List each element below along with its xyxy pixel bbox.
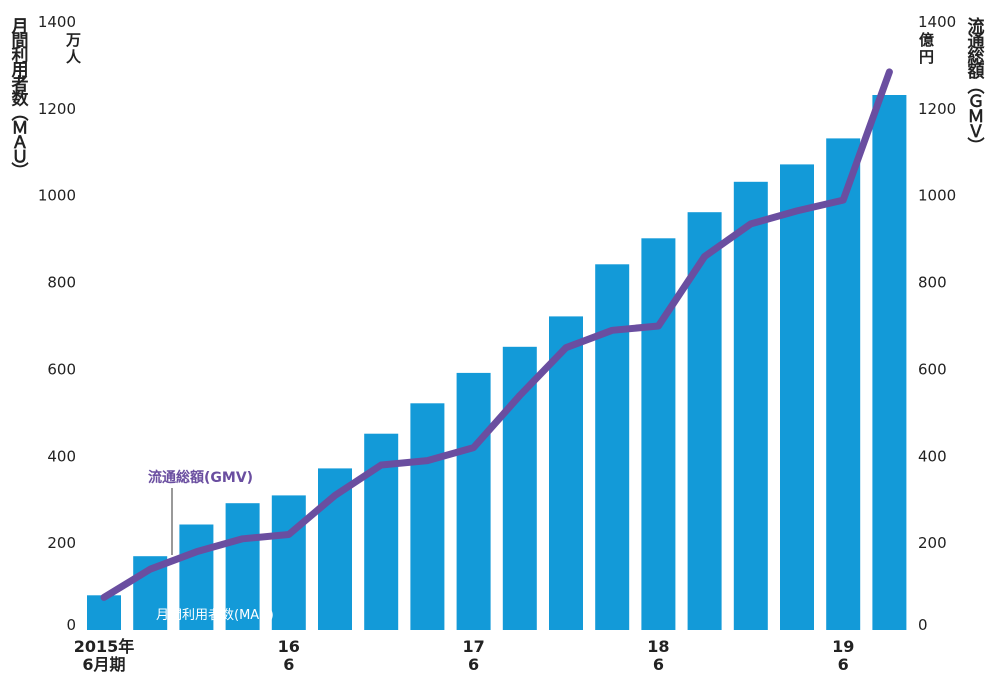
axis-title-char: 通 <box>968 32 985 52</box>
x-label-line2: 6 <box>283 655 294 674</box>
right-axis-ticks: 0 200 400 600 800 1000 1200 1400 <box>918 13 956 634</box>
bar-9 <box>502 346 537 630</box>
right-tick-label: 1400 <box>918 13 956 31</box>
bar-8 <box>456 372 491 630</box>
axis-title-char: ︶ <box>12 161 29 182</box>
axis-title-char: ︵ <box>12 104 29 124</box>
left-axis-title: 月間利用者数︵ＭＡＵ︶ <box>11 17 30 182</box>
x-label-line2: 6 <box>653 655 664 674</box>
left-tick-label: 200 <box>47 534 76 552</box>
axis-title-char: 月 <box>11 17 29 37</box>
bar-3 <box>225 503 260 630</box>
bar-11 <box>595 264 630 630</box>
left-tick-label: 1000 <box>38 187 76 205</box>
left-tick-label: 1400 <box>38 13 76 31</box>
axis-title-char: Ｍ <box>12 119 29 139</box>
axis-title-char: 額 <box>967 61 985 82</box>
bar-2 <box>179 524 214 630</box>
axis-title-char: 者 <box>11 74 29 95</box>
right-tick-label: 200 <box>918 534 947 552</box>
axis-title-char: Ａ <box>12 133 29 153</box>
right-tick-label: 1000 <box>918 187 956 205</box>
bar-series-label: 月間利用者数(MAU) <box>156 608 274 623</box>
axis-title-char: 用 <box>12 61 29 81</box>
x-label-line2: 6月期 <box>82 655 125 674</box>
left-tick-label: 600 <box>47 360 76 378</box>
right-tick-label: 600 <box>918 360 947 378</box>
left-axis-unit-bottom: 人 <box>66 48 82 66</box>
x-label-line2: 6 <box>838 655 849 674</box>
line-series <box>100 68 893 601</box>
axis-title-char: ︵ <box>968 77 985 97</box>
right-tick-label: 0 <box>918 616 928 634</box>
bar-15 <box>780 164 814 630</box>
right-axis-unit-bottom: 円 <box>919 48 934 66</box>
bar-17 <box>872 95 907 630</box>
axis-title-char: Ｍ <box>968 107 985 127</box>
left-axis-unit-top: 万 <box>65 31 81 49</box>
left-tick-label: 800 <box>47 274 76 292</box>
right-tick-label: 1200 <box>918 100 956 118</box>
axis-title-char: 総 <box>968 46 985 67</box>
bar-10 <box>549 316 583 630</box>
bar-series <box>87 95 907 631</box>
x-label-line1: 17 <box>462 637 484 656</box>
bar-12 <box>641 238 676 631</box>
bar-16 <box>826 138 861 630</box>
right-axis-unit-top: 億 <box>919 31 934 49</box>
bar-0 <box>87 595 121 630</box>
axis-title-char: ︶ <box>968 136 985 157</box>
axis-title-char: Ｖ <box>968 122 985 142</box>
right-axis-title: 流通総額︵ＧＭＶ︶ <box>967 16 985 157</box>
left-tick-label: 1200 <box>38 100 76 118</box>
bar-13 <box>687 212 722 630</box>
right-tick-label: 400 <box>918 447 947 465</box>
left-tick-label: 0 <box>66 616 76 634</box>
bar-14 <box>733 181 768 631</box>
axis-title-char: 利 <box>12 45 29 66</box>
x-label-line1: 18 <box>647 637 669 656</box>
axis-title-char: 間 <box>12 32 29 52</box>
left-axis-ticks: 0 200 400 600 800 1000 1200 1400 <box>38 13 76 634</box>
right-tick-label: 800 <box>918 274 947 292</box>
axis-title-char: Ｕ <box>12 148 29 168</box>
axis-title-char: 流 <box>968 16 985 37</box>
x-label-line1: 16 <box>278 637 300 656</box>
x-label-line1: 2015年 <box>74 637 135 656</box>
bar-4 <box>271 495 306 630</box>
bar-7 <box>410 403 445 630</box>
x-label-line2: 6 <box>468 655 479 674</box>
line-series-label: 流通総額(GMV) <box>148 469 253 486</box>
gmv-line <box>100 68 893 601</box>
x-label-line1: 19 <box>832 637 854 656</box>
axis-title-char: 数 <box>12 89 30 110</box>
axis-title-char: Ｇ <box>968 92 985 112</box>
left-tick-label: 400 <box>47 447 76 465</box>
